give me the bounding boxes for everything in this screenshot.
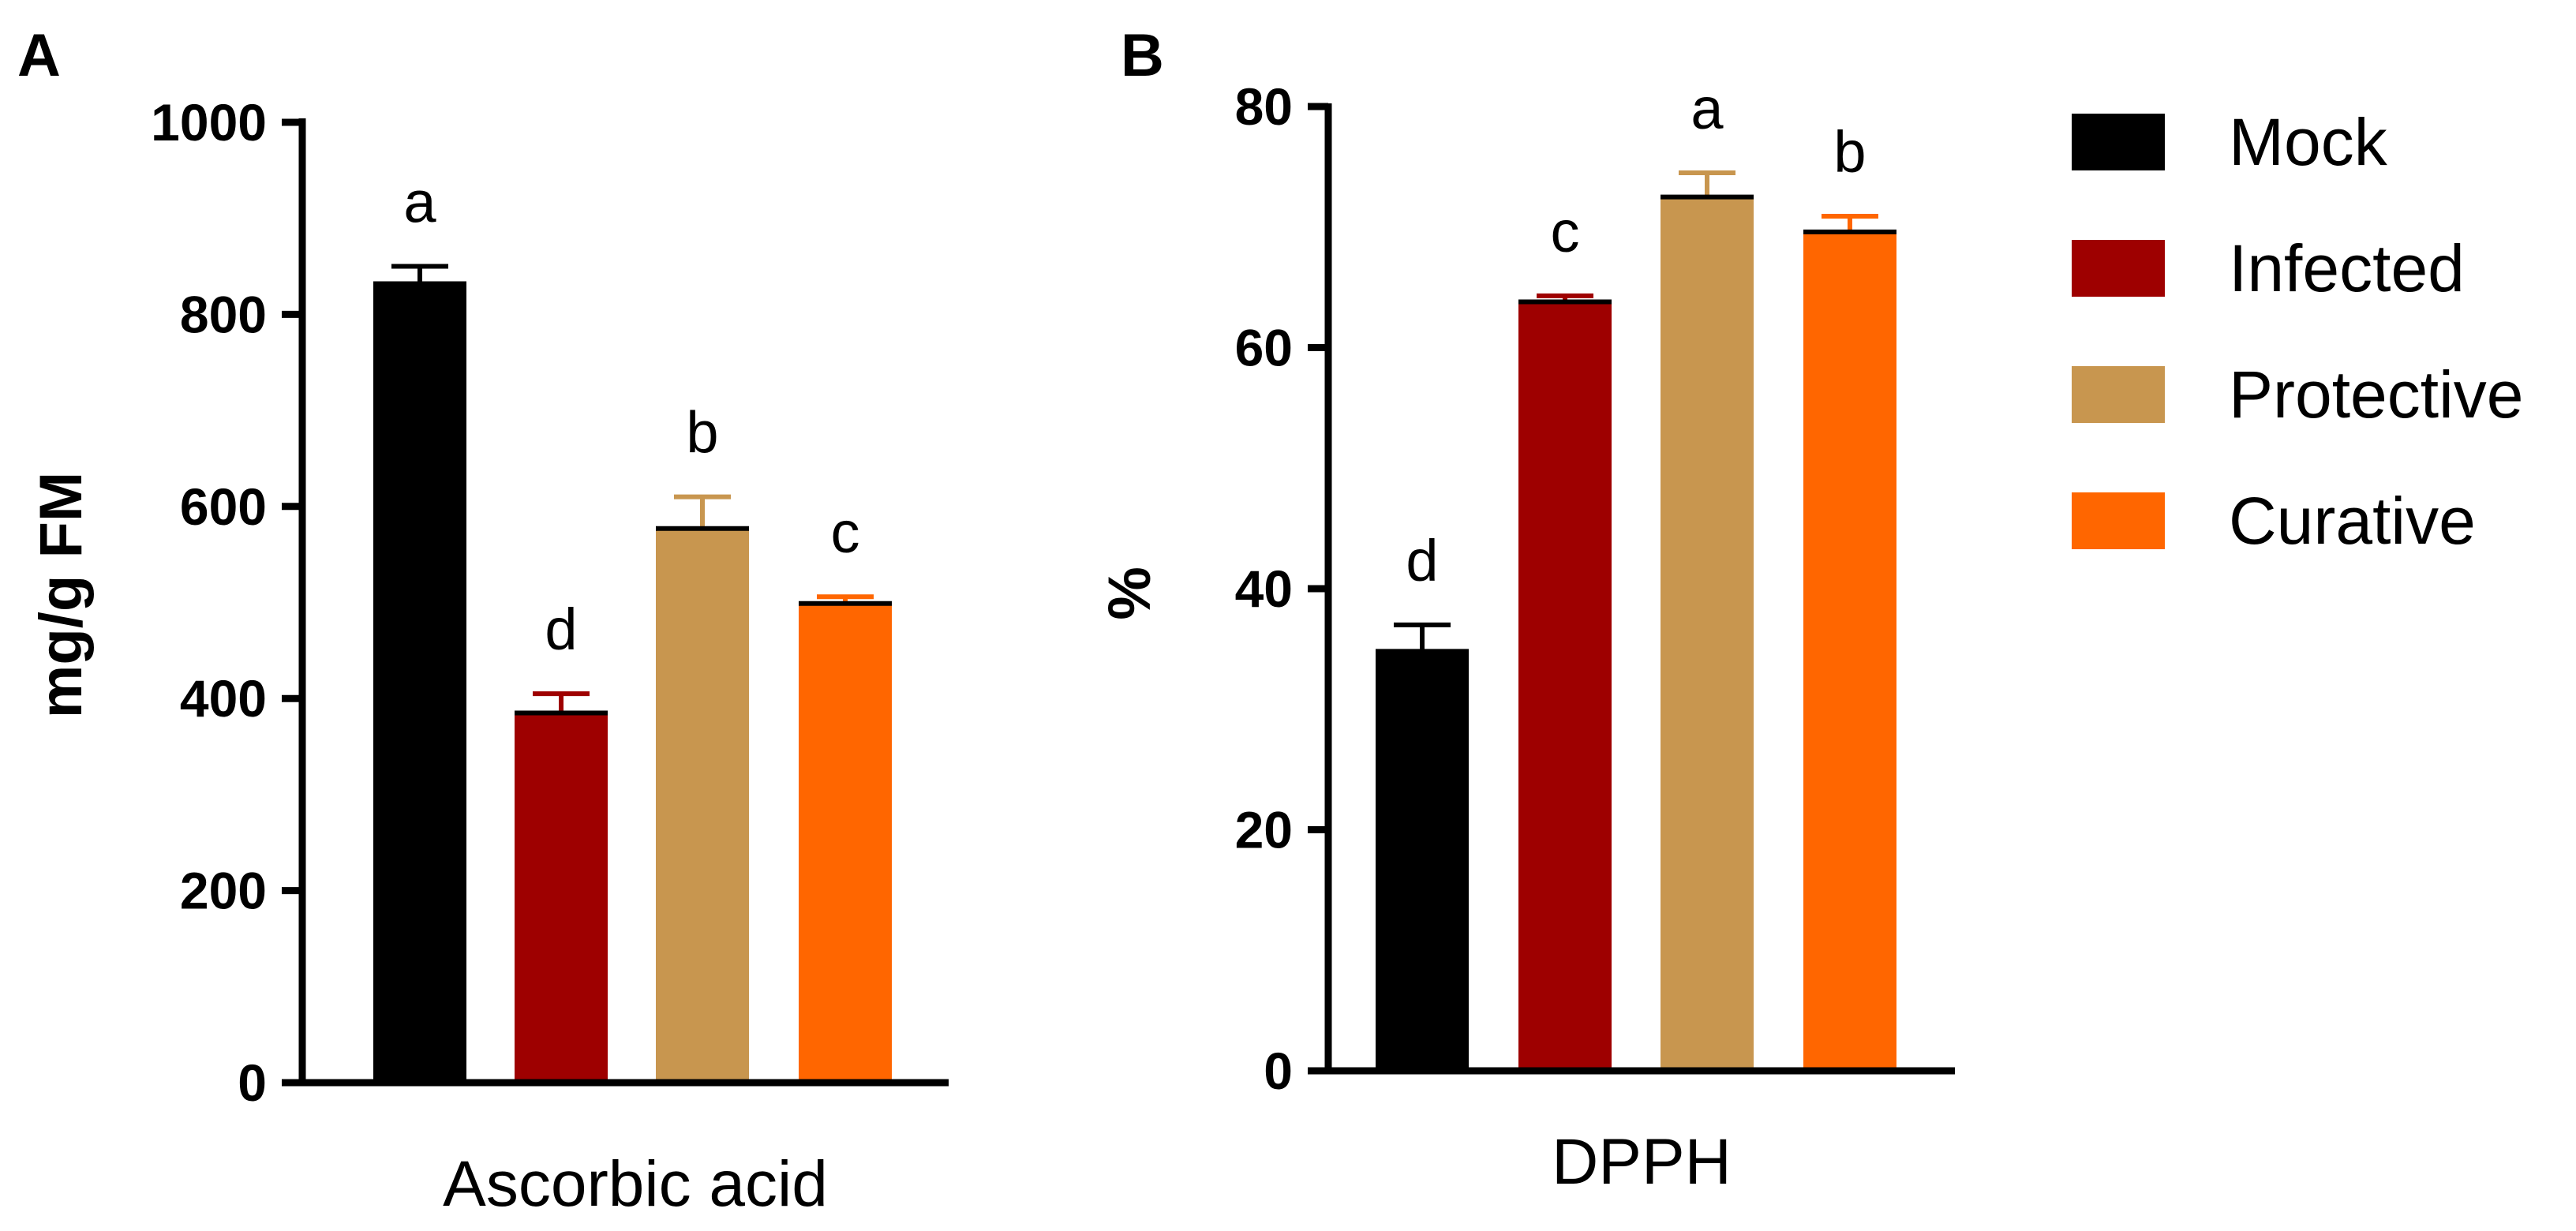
panel-b-y-tick-label: 40	[1235, 559, 1293, 618]
panel-b-bar-curative	[1803, 231, 1896, 1071]
panel-a-significance-letter-infected: d	[545, 597, 577, 662]
legend-swatch	[2072, 492, 2165, 549]
panel-b-error-bar-curative	[1822, 214, 1878, 232]
panel-a-significance-letter-protective: b	[686, 400, 718, 466]
panel-a-x-axis-title: Ascorbic acid	[443, 1148, 828, 1220]
panel-a-y-axis-title: mg/g FM	[28, 472, 95, 718]
panel-a-significance-letter-curative: c	[831, 500, 860, 565]
panel-a-y-ticks: 0 200 400 600 800 1000	[151, 93, 302, 1112]
panel-b-y-tick-label: 20	[1235, 801, 1293, 859]
panel-b-significance-letter-curative: b	[1833, 119, 1866, 185]
panel-b-significance-letter-mock: d	[1406, 528, 1438, 593]
panel-a-significance-letter-mock: a	[403, 170, 436, 235]
legend-label: Protective	[2229, 357, 2524, 432]
panel-a-bar-mock	[373, 283, 466, 1083]
panel-b-y-tick-label: 0	[1264, 1042, 1293, 1100]
panel-a-letter: A	[17, 22, 61, 89]
legend-item-protective: Protective	[2072, 357, 2524, 432]
panel-b-y-tick-label: 80	[1235, 77, 1293, 136]
panel-a-bar-infected	[515, 713, 608, 1083]
legend-label: Infected	[2229, 231, 2465, 305]
panel-a-y-tick-label: 600	[180, 477, 267, 536]
panel-a-error-bar-mock	[391, 264, 448, 284]
panel-b-bar-infected	[1518, 301, 1612, 1072]
legend: Mock Infected Protective Curative	[2072, 105, 2524, 558]
legend-label: Mock	[2229, 105, 2388, 179]
panel-b-y-axis-title: %	[1096, 567, 1163, 620]
panel-b-significance-letter-infected: c	[1551, 199, 1580, 264]
legend-swatch	[2072, 114, 2165, 170]
legend-swatch	[2072, 366, 2165, 423]
panel-b-y-ticks: 0 20 40 60 80	[1235, 77, 1328, 1100]
panel-b-x-axis-title: DPPH	[1552, 1126, 1732, 1198]
panel-a-y-tick-label: 400	[180, 669, 267, 728]
panel-a-ascorbic-acid: A mg/g FM Ascorbic acid 0 200 400 600 800 100…	[17, 22, 949, 1220]
panel-b-y-tick-label: 60	[1235, 319, 1293, 377]
panel-b-bar-protective	[1661, 196, 1754, 1071]
panel-b-significance-letter-protective: a	[1690, 76, 1724, 141]
panel-a-y-tick-label: 0	[238, 1053, 267, 1112]
panel-b-error-bar-mock	[1394, 622, 1451, 652]
legend-label: Curative	[2229, 484, 2476, 558]
panel-b-dpph: B % DPPH 0 20 40 60 80 d c a b	[1096, 22, 1955, 1198]
panel-b-bars: d c a b	[1376, 76, 1896, 1072]
panel-a-error-bar-infected	[533, 691, 590, 713]
panel-b-error-bar-protective	[1679, 170, 1735, 197]
panel-a-bar-curative	[799, 603, 892, 1083]
panel-a-y-tick-label: 1000	[151, 93, 267, 152]
legend-item-mock: Mock	[2072, 105, 2388, 179]
panel-a-y-tick-label: 800	[180, 285, 267, 343]
panel-a-bars: a d b c	[373, 170, 892, 1083]
panel-b-bar-mock	[1376, 651, 1469, 1071]
legend-item-curative: Curative	[2072, 484, 2476, 558]
legend-item-infected: Infected	[2072, 231, 2465, 305]
panel-a-bar-protective	[656, 528, 749, 1083]
panel-b-letter: B	[1121, 22, 1164, 89]
legend-swatch	[2072, 240, 2165, 297]
panel-a-y-tick-label: 200	[180, 862, 267, 920]
panel-a-error-bar-protective	[674, 494, 731, 529]
